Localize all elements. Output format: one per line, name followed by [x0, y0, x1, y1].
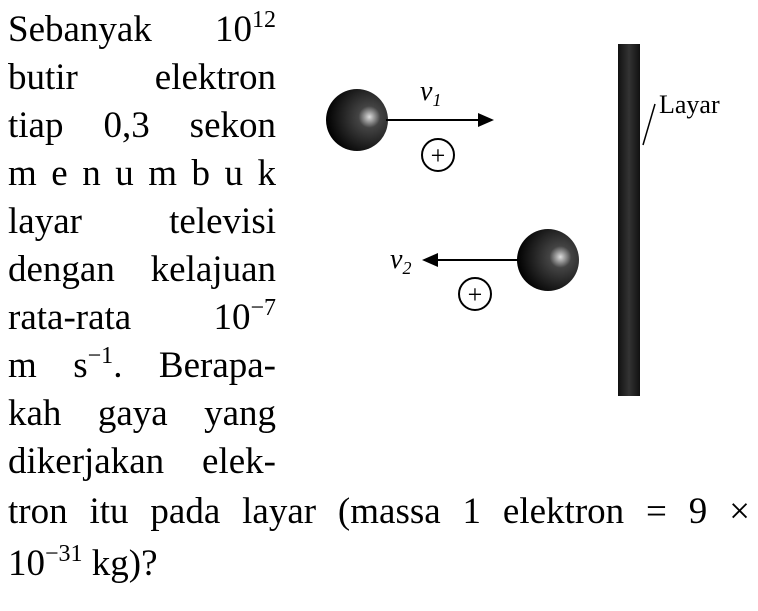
- text: butir elektron: [8, 57, 276, 98]
- superscript: −7: [250, 295, 276, 321]
- text-line: tiap 0,3 sekon: [8, 104, 276, 148]
- charge-circle: [421, 138, 455, 172]
- text-line: m s−1. Berapa-: [8, 344, 276, 388]
- text-line: layar televisi: [8, 200, 276, 244]
- arrowhead: [478, 113, 494, 127]
- text: tron itu pada layar (massa 1 elektron = …: [8, 491, 750, 532]
- text: Sebanyak 10: [8, 9, 252, 50]
- arrowhead: [422, 253, 438, 267]
- text: dikerjakan elek-: [8, 441, 276, 482]
- screen-label: Layar: [659, 90, 720, 119]
- leader-line: [642, 103, 656, 146]
- text-line: dengan kelajuan: [8, 248, 276, 292]
- screen: [618, 44, 640, 396]
- text-line: 10−31 kg)?: [8, 542, 750, 586]
- text: rata-rata 10: [8, 297, 251, 338]
- superscript: −31: [45, 541, 83, 567]
- text-line: kah gaya yang: [8, 392, 276, 436]
- electron: [326, 89, 388, 151]
- charge: +: [468, 280, 483, 309]
- charge-circle: [458, 277, 492, 311]
- text: dengan kelajuan: [8, 249, 276, 290]
- text-line: butir elektron: [8, 56, 276, 100]
- text-line: tron itu pada layar (massa 1 elektron = …: [8, 490, 750, 534]
- text-line: m e n u m b u k: [8, 152, 276, 196]
- text: m e n u m b u k: [8, 153, 276, 194]
- text-line: Sebanyak 1012: [8, 8, 276, 52]
- v1-label: v1: [420, 76, 441, 110]
- text: kah gaya yang: [8, 393, 276, 434]
- superscript: −1: [87, 343, 114, 369]
- superscript: 12: [252, 7, 276, 33]
- text: m s: [8, 345, 88, 386]
- text: kg)?: [82, 543, 158, 584]
- v2-label: v2: [390, 244, 411, 278]
- text: layar televisi: [8, 201, 276, 242]
- text: tiap 0,3 sekon: [8, 105, 276, 146]
- text: . Berapa-: [113, 345, 276, 386]
- charge: +: [431, 141, 446, 170]
- text-line: rata-rata 10−7: [8, 296, 276, 340]
- text-line: dikerjakan elek-: [8, 440, 276, 484]
- electron: [517, 229, 579, 291]
- text: 10: [8, 543, 45, 584]
